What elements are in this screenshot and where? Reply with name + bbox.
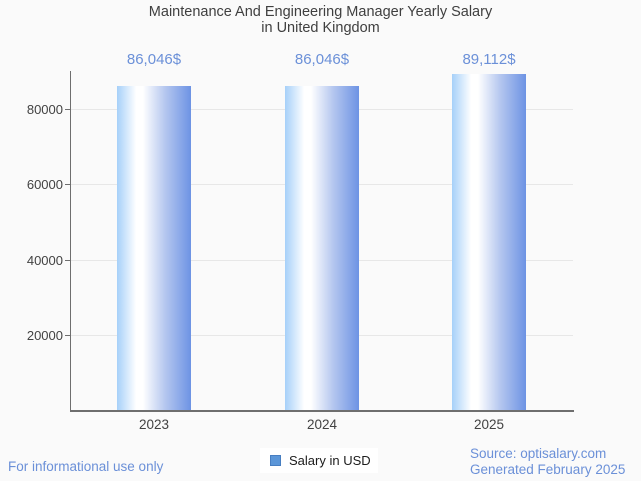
y-axis-label: 40000 [26,253,63,268]
y-axis-label: 60000 [26,177,63,192]
bar-value-label: 86,046$ [294,51,350,68]
y-axis-tick [65,109,70,110]
disclaimer-text: For informational use only [8,459,164,474]
y-axis-label: 20000 [26,328,63,343]
x-axis-line [70,410,574,412]
bar-2025[interactable] [452,74,526,410]
x-axis-label: 2023 [138,417,170,432]
y-axis-line [70,71,71,411]
chart-title-line1: Maintenance And Engineering Manager Year… [148,4,493,20]
x-axis-label: 2025 [473,417,505,432]
y-axis-tick [65,335,70,336]
bar-value-label: 89,112$ [462,51,516,68]
legend: Salary in USD [260,448,378,473]
chart-title-line2: in United Kingdom [261,20,380,36]
bar-2024[interactable] [285,86,359,410]
y-axis-tick [65,184,70,185]
bar-2023[interactable] [117,86,191,410]
chart-title: Maintenance And Engineering Manager Year… [0,4,641,36]
y-axis-label: 80000 [26,102,63,117]
legend-label: Salary in USD [289,453,371,468]
x-axis-label: 2024 [306,417,338,432]
legend-swatch-icon [270,455,281,466]
generated-text: Generated February 2025 [470,462,626,477]
source-text: Source: optisalary.com [470,446,607,461]
bar-value-label: 86,046$ [126,51,182,68]
y-axis-tick [65,260,70,261]
source-block: Source: optisalary.com Generated Februar… [470,446,625,478]
